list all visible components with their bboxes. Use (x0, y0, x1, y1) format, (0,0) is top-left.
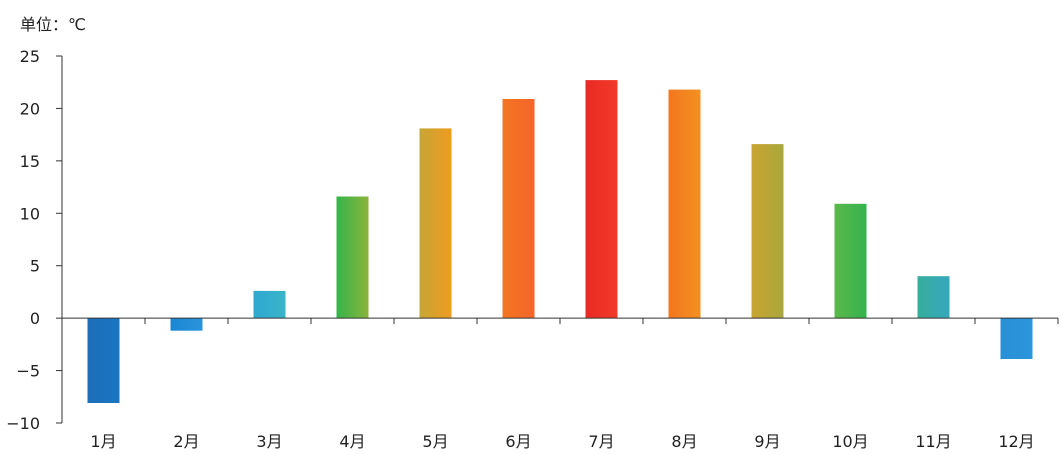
y-tick-label: −5 (16, 362, 40, 381)
x-tick-label: 9月 (754, 432, 780, 450)
x-tick-label: 2月 (173, 432, 199, 450)
x-tick-label: 1月 (90, 432, 116, 450)
x-tick-label: 6月 (505, 432, 531, 450)
unit-label: 单位：℃ (20, 15, 86, 34)
bar-6 (502, 99, 535, 319)
x-tick-label: 5月 (422, 432, 448, 450)
bar-7 (585, 80, 618, 319)
x-tick-label: 12月 (998, 432, 1034, 450)
y-tick-label: 20 (20, 99, 40, 118)
bar-4 (336, 196, 369, 319)
x-tick-label: 4月 (339, 432, 365, 450)
y-tick-label: 10 (20, 204, 40, 223)
bar-3 (253, 290, 286, 319)
x-tick-label: 10月 (832, 432, 868, 450)
axes-group (56, 55, 1059, 424)
x-tick-label: 11月 (915, 432, 951, 450)
bar-10 (834, 203, 867, 319)
bar-12 (1000, 318, 1033, 359)
x-tick-label: 7月 (588, 432, 614, 450)
x-tick-label: 8月 (671, 432, 697, 450)
x-tick-label: 3月 (256, 432, 282, 450)
y-tick-label: 25 (20, 47, 40, 66)
bars-group (87, 80, 1033, 403)
y-axis-labels: 25 20 15 10 5 0 −5 −10 (6, 47, 40, 433)
y-tick-label: 5 (30, 257, 40, 276)
y-tick-label: −10 (6, 414, 40, 433)
y-tick-label: 0 (30, 309, 40, 328)
bar-1 (87, 318, 120, 403)
y-tick-label: 15 (20, 152, 40, 171)
bar-11 (917, 276, 950, 319)
bar-9 (751, 144, 784, 319)
x-axis-labels: 1月 2月 3月 4月 5月 6月 7月 8月 9月 10月 11月 12月 (90, 432, 1034, 451)
bar-8 (668, 89, 701, 319)
bar-2 (170, 318, 203, 331)
bar-5 (419, 128, 452, 319)
